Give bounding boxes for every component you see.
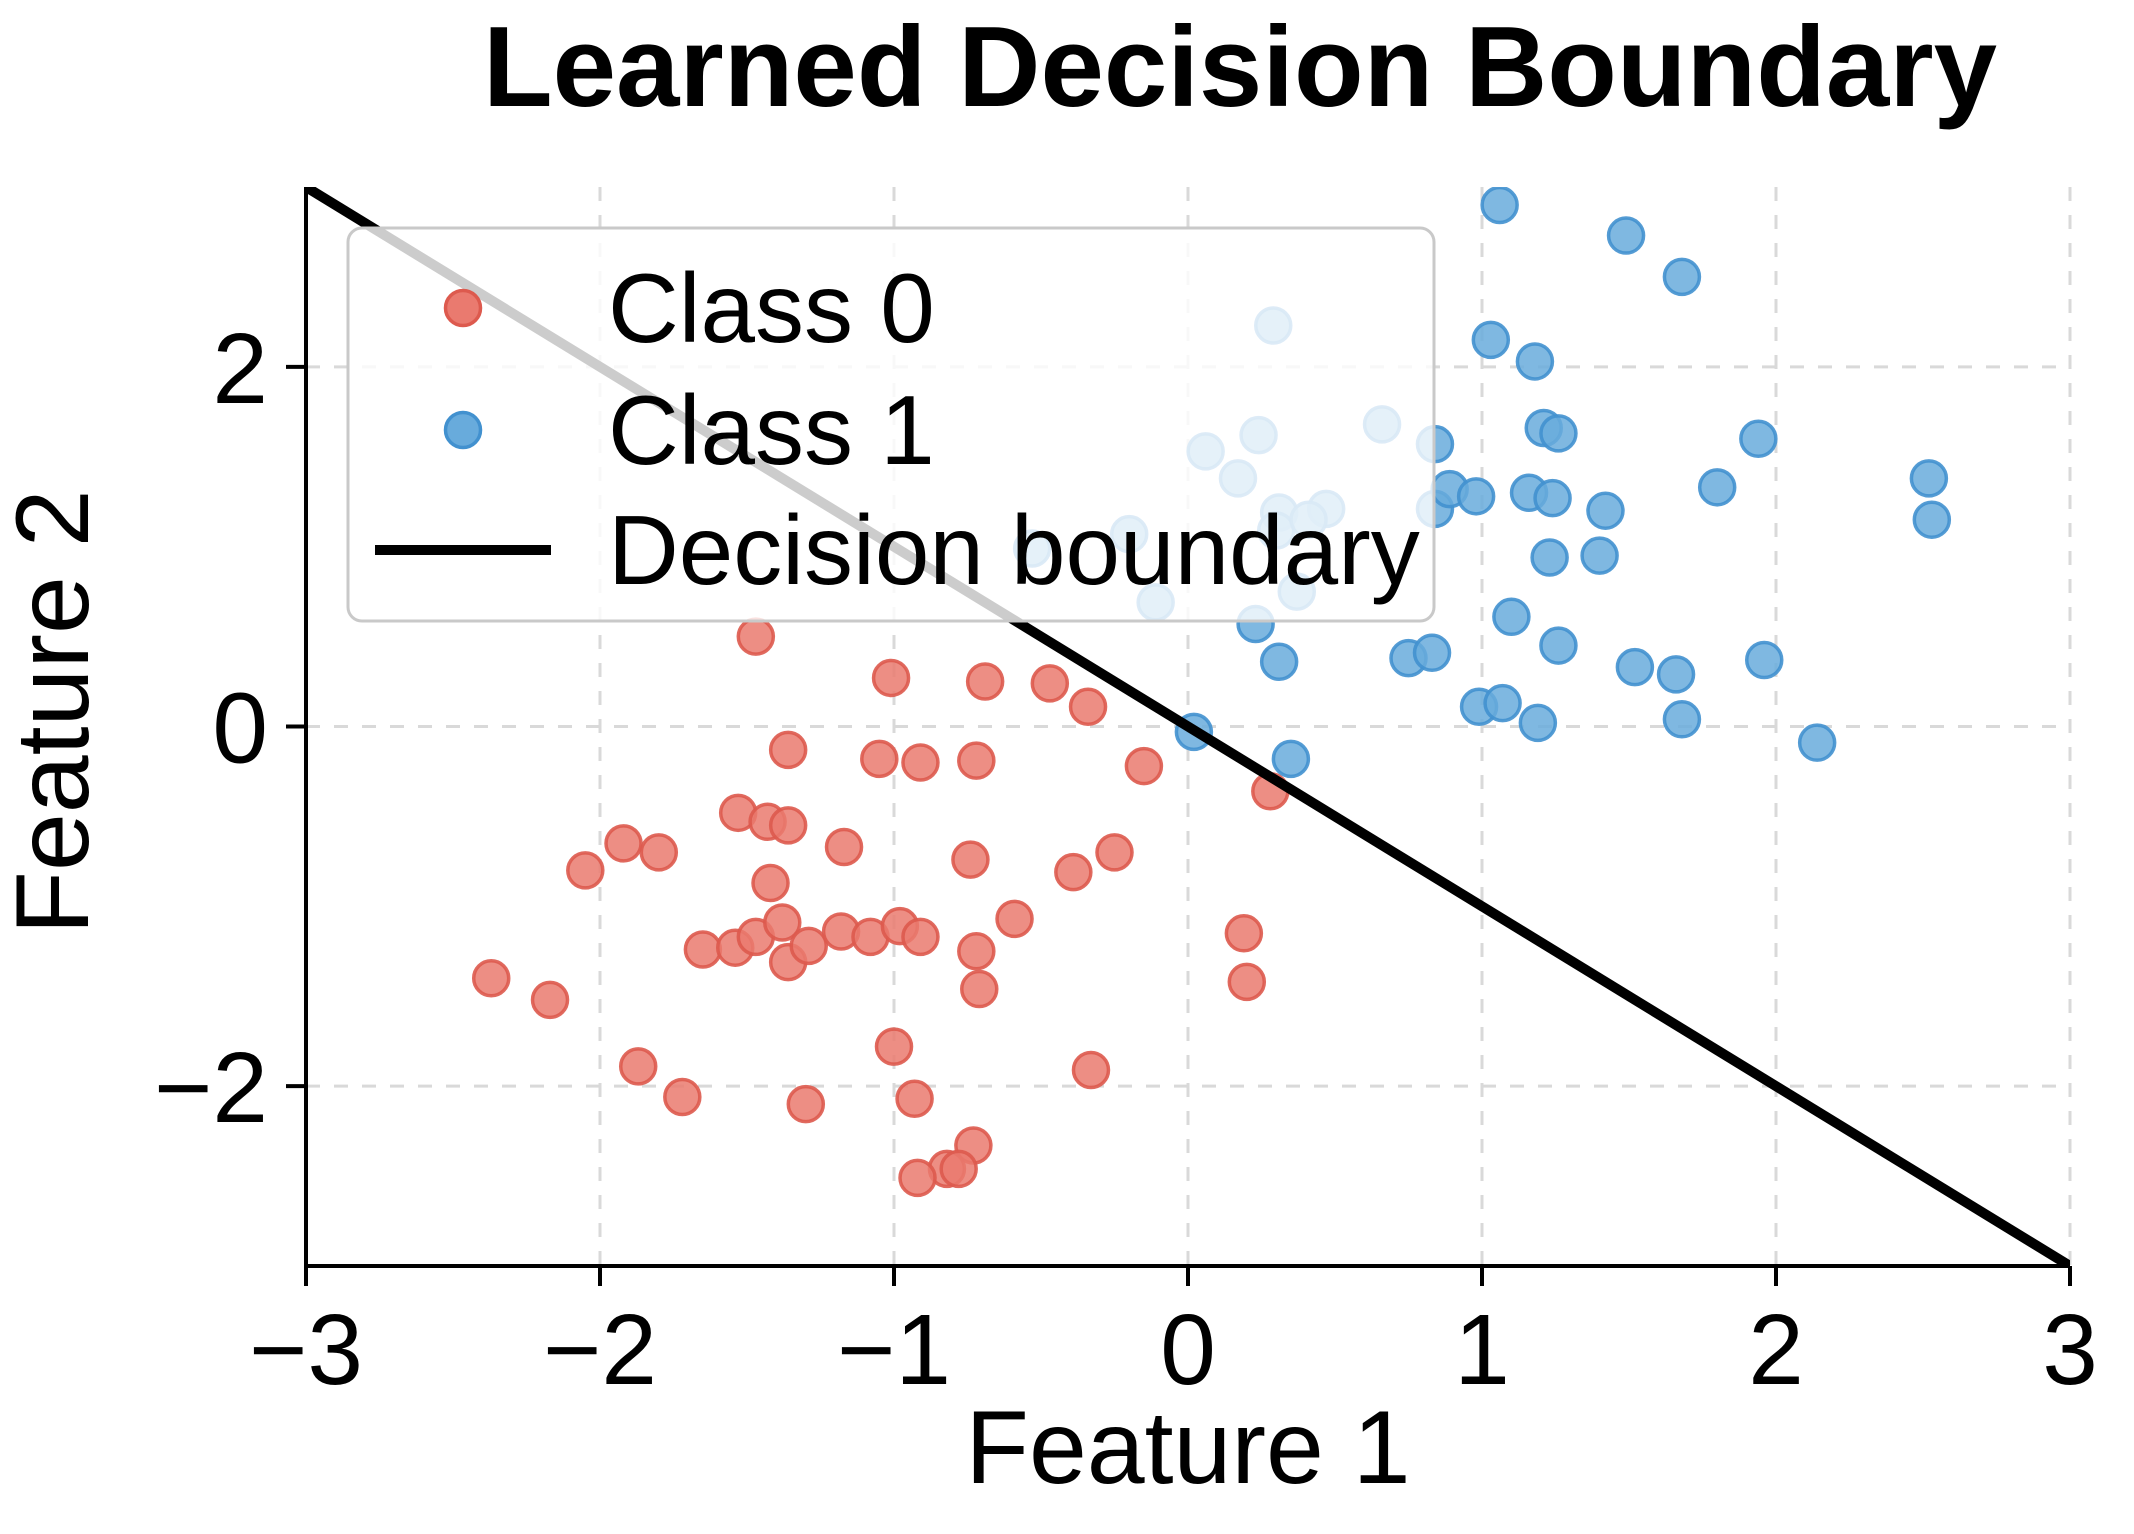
data-point-class-1 — [1912, 500, 1952, 539]
data-point-class-0 — [957, 932, 996, 971]
data-point-class-1 — [1797, 723, 1837, 762]
data-point-class-0 — [1124, 746, 1164, 786]
data-point-class-0 — [951, 840, 990, 879]
x-tick-label: 3 — [2042, 1294, 2098, 1406]
data-point-class-1 — [1480, 187, 1519, 225]
data-point-class-0 — [471, 959, 511, 998]
data-point-class-1 — [1656, 655, 1696, 694]
data-point-class-0 — [1224, 914, 1264, 953]
data-point-class-0 — [566, 851, 605, 890]
data-point-class-0 — [736, 617, 776, 656]
data-point-class-0 — [639, 833, 679, 872]
data-point-class-0 — [1227, 962, 1267, 1002]
data-point-class-1 — [1539, 626, 1578, 665]
data-point-class-1 — [1471, 320, 1511, 360]
data-point-class-1 — [1530, 538, 1569, 577]
data-point-class-0 — [939, 1149, 978, 1189]
data-point-class-0 — [965, 662, 1005, 701]
x-tick-label: 1 — [1454, 1294, 1510, 1406]
data-point-class-0 — [663, 1077, 702, 1117]
data-point-class-1 — [1483, 683, 1522, 723]
data-point-class-1 — [1515, 342, 1555, 381]
data-point-class-0 — [960, 969, 999, 1009]
data-point-class-0 — [901, 917, 940, 957]
x-tick-label: −2 — [543, 1294, 657, 1406]
data-point-class-0 — [995, 899, 1034, 939]
data-point-class-1 — [1539, 414, 1578, 453]
data-point-class-0 — [824, 827, 864, 867]
axis-ticks — [286, 364, 2072, 1286]
data-point-class-0 — [530, 980, 570, 1020]
data-point-class-1 — [1586, 491, 1625, 530]
y-tick-label: −2 — [154, 1032, 268, 1144]
data-point-class-0 — [768, 806, 808, 845]
y-axis-label: Feature 2 — [0, 489, 111, 934]
legend-entry-label: Decision boundary — [608, 495, 1420, 605]
data-point-class-0 — [1071, 1050, 1111, 1090]
data-point-class-0 — [789, 926, 828, 966]
tick-labels: −3 −2 −1 0 1 2 3 −2 0 2 — [154, 313, 2098, 1406]
data-point-class-0 — [751, 863, 790, 903]
data-point-class-0 — [1030, 664, 1070, 703]
data-point-class-1 — [1909, 459, 1949, 498]
data-point-class-0 — [604, 824, 643, 863]
data-point-class-1 — [1662, 257, 1702, 297]
data-point-class-1 — [1456, 477, 1496, 516]
data-point-class-1 — [1271, 739, 1311, 779]
data-point-class-1 — [1697, 468, 1737, 507]
data-point-class-0 — [786, 1084, 826, 1124]
data-point-class-1 — [1606, 216, 1646, 255]
legend-marker-class0 — [443, 288, 483, 328]
data-point-class-1 — [1615, 647, 1655, 687]
legend-box — [346, 226, 1436, 623]
data-point-class-0 — [763, 903, 802, 942]
data-point-class-0 — [1054, 852, 1093, 892]
plot-title: Learned Decision Boundary — [483, 4, 1997, 131]
x-axis-label: Feature 1 — [965, 1390, 1410, 1506]
data-point-class-1 — [1580, 536, 1619, 575]
data-point-class-1 — [1518, 703, 1558, 743]
data-point-class-0 — [957, 741, 996, 780]
data-point-class-0 — [871, 658, 911, 698]
data-point-class-1 — [1412, 633, 1452, 673]
data-point-class-1 — [1259, 642, 1299, 682]
x-tick-label: 0 — [1160, 1294, 1216, 1406]
x-tick-label: −1 — [837, 1294, 951, 1406]
data-point-class-0 — [895, 1079, 934, 1119]
data-point-class-0 — [768, 730, 808, 770]
legend-entry-label: Class 0 — [608, 253, 935, 363]
data-point-class-0 — [860, 739, 899, 779]
x-tick-label: 2 — [1748, 1294, 1804, 1406]
data-point-class-1 — [1662, 700, 1702, 739]
data-point-class-0 — [1095, 833, 1134, 872]
legend-entry-label: Class 1 — [608, 375, 935, 485]
data-point-class-1 — [1744, 640, 1784, 680]
data-point-class-0 — [874, 1027, 914, 1066]
data-point-class-1 — [1492, 597, 1531, 637]
y-tick-label: 2 — [212, 313, 268, 425]
data-point-class-0 — [898, 1158, 937, 1198]
data-point-class-0 — [901, 743, 940, 782]
y-tick-label: 0 — [212, 673, 268, 785]
data-point-class-1 — [1533, 478, 1572, 518]
data-point-class-0 — [618, 1047, 658, 1086]
x-tick-label: −3 — [249, 1294, 363, 1406]
data-point-class-1 — [1739, 419, 1778, 459]
legend-marker-class1 — [443, 410, 483, 450]
data-point-class-0 — [683, 930, 723, 969]
data-point-class-0 — [1068, 687, 1108, 726]
